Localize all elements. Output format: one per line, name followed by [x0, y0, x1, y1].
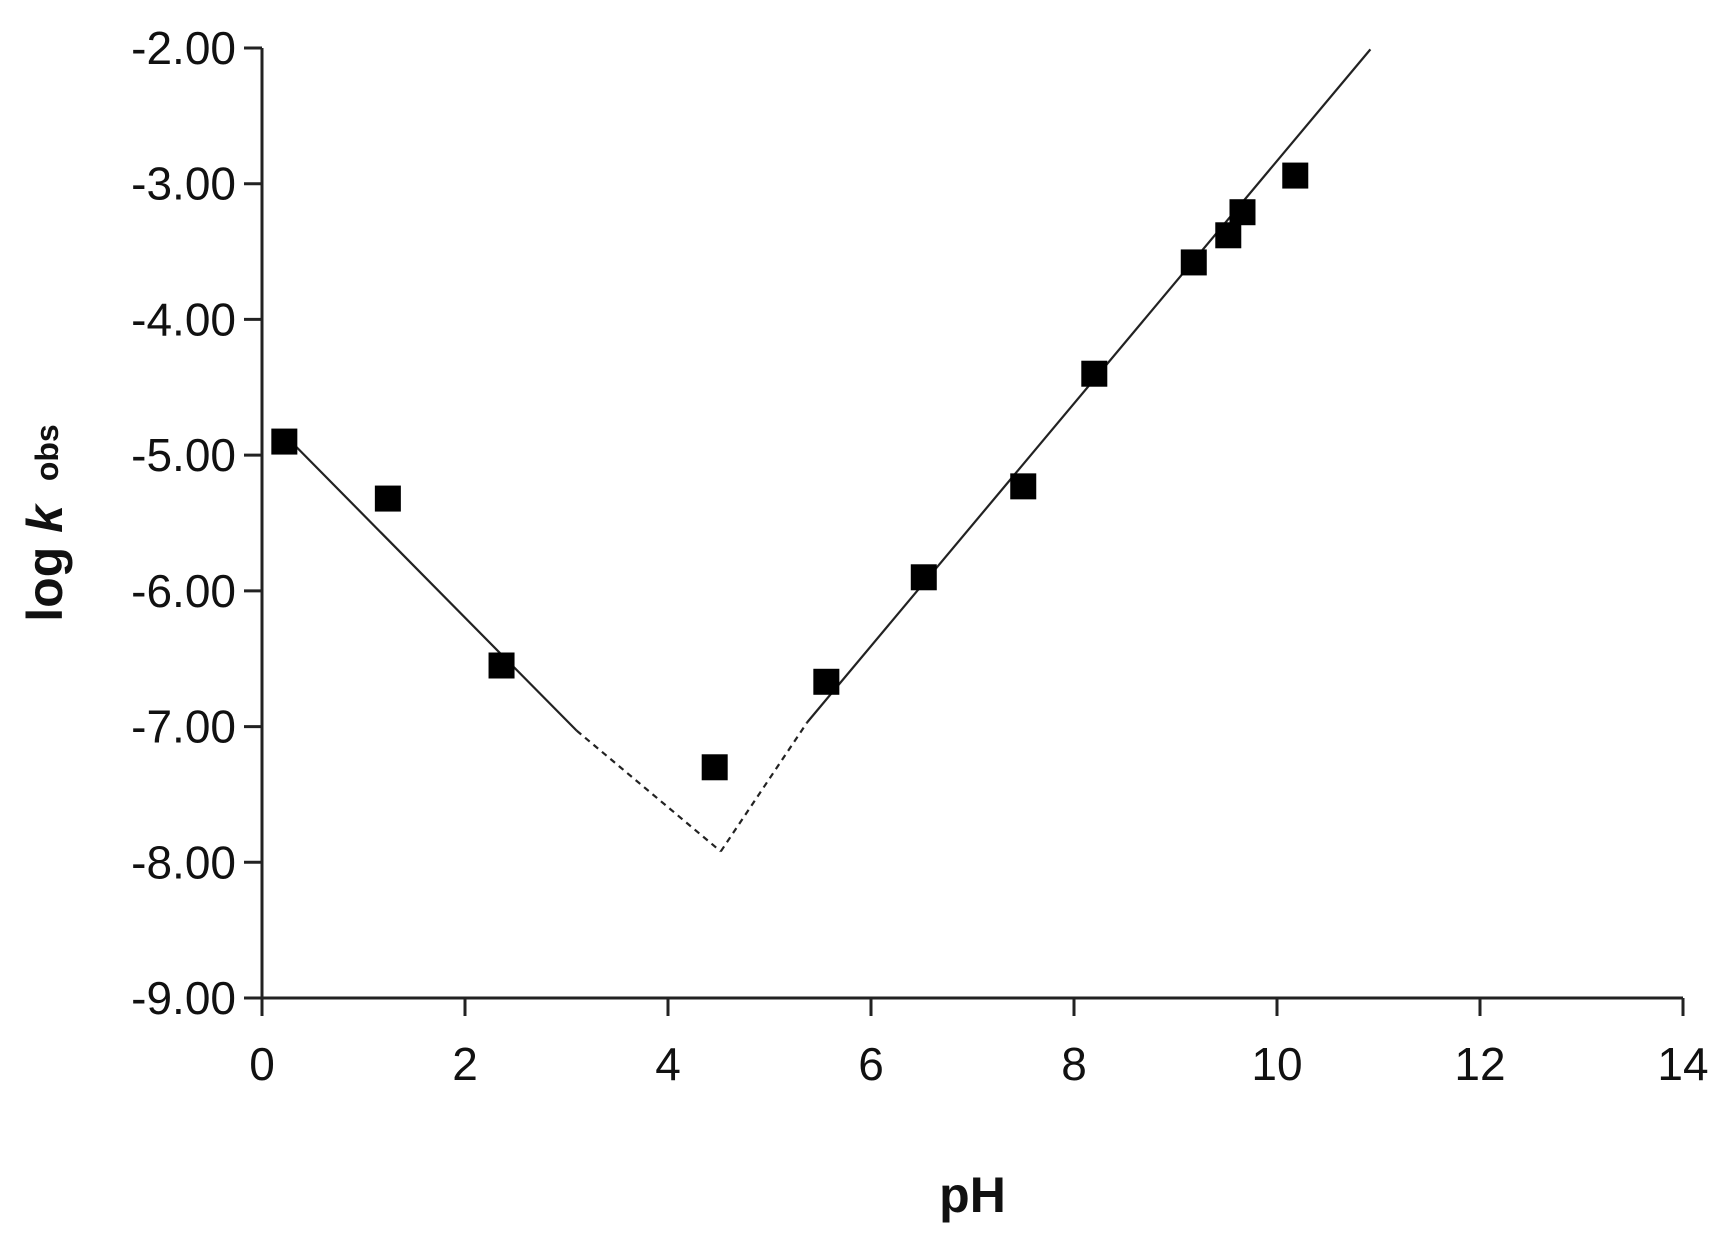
- x-tick-label: 2: [452, 1038, 478, 1090]
- data-point: [1081, 360, 1108, 387]
- data-point: [374, 485, 401, 512]
- x-tick-label: 0: [249, 1038, 275, 1090]
- y-tick-label: -9.00: [131, 972, 236, 1024]
- y-tick-label: -8.00: [131, 836, 236, 888]
- y-tick-label: -7.00: [131, 701, 236, 753]
- y-ticks: -2.00 -3.00 -4.00 -5.00 -6.00 -7.00 -8.00 -9.00: [131, 22, 262, 1024]
- data-point: [701, 754, 728, 781]
- x-tick-label: 4: [655, 1038, 681, 1090]
- data-point: [813, 668, 840, 695]
- data-point: [1010, 473, 1037, 500]
- y-axis-title: log k obs: [17, 424, 73, 621]
- data-point: [1282, 162, 1309, 189]
- x-tick-label: 6: [858, 1038, 884, 1090]
- plot-area: 0 2 4 6 8 10 12 14 -2.00 -3.00 -4.00 -5.00 -6.00 -7.…: [131, 22, 1708, 1090]
- data-points: [271, 162, 1309, 781]
- fit-line-solid: [283, 434, 578, 732]
- data-point: [910, 564, 937, 591]
- y-tick-label: -3.00: [131, 158, 236, 210]
- y-tick-label: -4.00: [131, 293, 236, 345]
- data-point: [271, 428, 298, 455]
- y-axis-title-main: log: [17, 533, 73, 622]
- fit-line-dashed: [575, 729, 722, 853]
- data-point: [488, 652, 515, 679]
- x-tick-label: 14: [1657, 1038, 1708, 1090]
- y-tick-label: -5.00: [131, 429, 236, 481]
- y-axis-title-sub: obs: [29, 424, 65, 481]
- x-ticks: 0 2 4 6 8 10 12 14: [249, 998, 1709, 1090]
- data-point: [1229, 199, 1256, 226]
- y-axis-title-k: k: [17, 503, 73, 533]
- fit-line-dashed: [719, 721, 808, 853]
- x-tick-label: 12: [1454, 1038, 1505, 1090]
- fit-lines: [283, 48, 1372, 853]
- data-point: [1180, 249, 1207, 276]
- y-tick-label: -2.00: [131, 22, 236, 74]
- x-axis-title: pH: [939, 1167, 1006, 1223]
- x-tick-label: 8: [1061, 1038, 1087, 1090]
- x-tick-label: 10: [1251, 1038, 1302, 1090]
- data-point: [1215, 222, 1242, 249]
- y-tick-label: -6.00: [131, 565, 236, 617]
